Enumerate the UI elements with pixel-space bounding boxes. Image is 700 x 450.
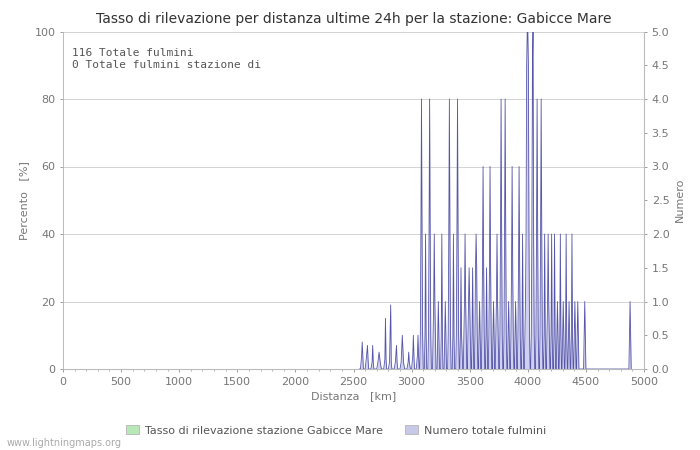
- Text: www.lightningmaps.org: www.lightningmaps.org: [7, 438, 122, 448]
- X-axis label: Distanza   [km]: Distanza [km]: [311, 391, 396, 401]
- Title: Tasso di rilevazione per distanza ultime 24h per la stazione: Gabicce Mare: Tasso di rilevazione per distanza ultime…: [96, 12, 611, 26]
- Legend: Tasso di rilevazione stazione Gabicce Mare, Numero totale fulmini: Tasso di rilevazione stazione Gabicce Ma…: [121, 421, 551, 440]
- Y-axis label: Numero: Numero: [675, 178, 685, 222]
- Text: 116 Totale fulmini
0 Totale fulmini stazione di: 116 Totale fulmini 0 Totale fulmini staz…: [71, 49, 260, 70]
- Y-axis label: Percento   [%]: Percento [%]: [19, 161, 29, 240]
